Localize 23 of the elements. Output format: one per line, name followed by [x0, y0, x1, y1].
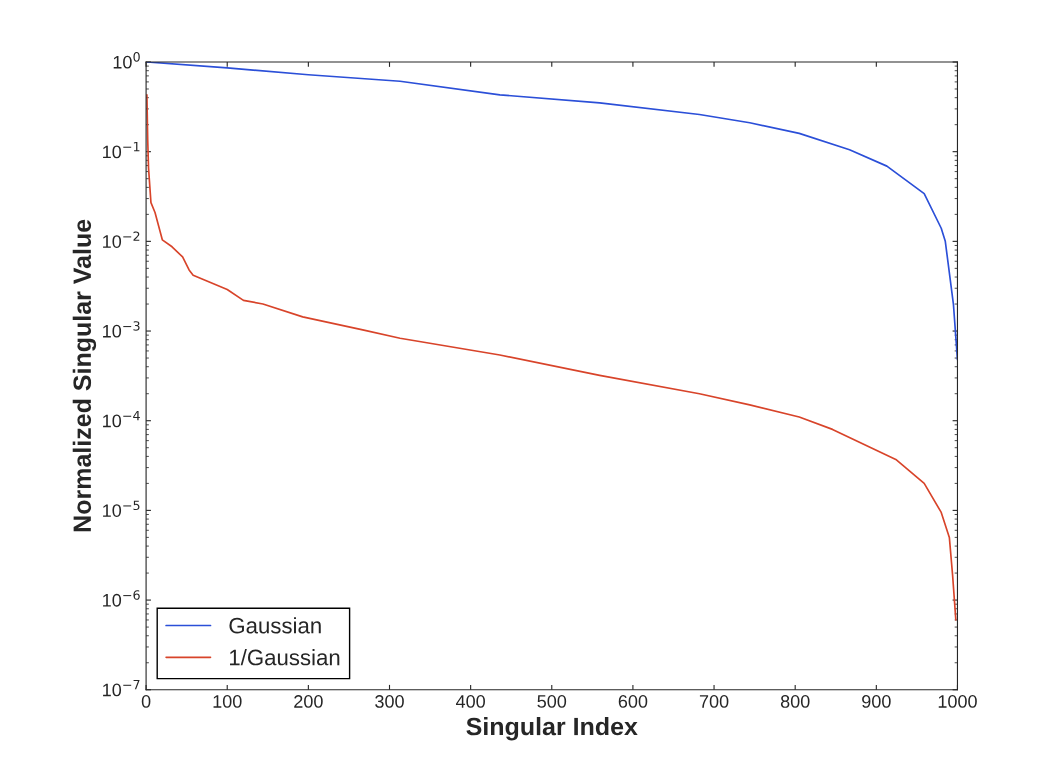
x-tick-label: 100 — [213, 695, 242, 708]
y-axis-title: Normalized Singular Value — [72, 219, 97, 532]
y-tick-label: 10$^{0}$ — [113, 52, 140, 69]
y-tick-label: 10$^{−2}$ — [103, 231, 140, 248]
x-tick-label: 800 — [780, 695, 810, 708]
y-tick-label: 10$^{−1}$ — [103, 141, 140, 159]
legend-label: Gaussian — [229, 617, 321, 634]
x-axis-title: Singular Index — [466, 717, 638, 741]
x-tick-label: 700 — [699, 695, 729, 708]
y-tick-label: 10$^{−7}$ — [103, 680, 140, 697]
x-tick-label: 1000 — [938, 695, 977, 708]
x-tick-label: 500 — [537, 695, 567, 708]
legend-label: 1/Gaussian — [230, 649, 340, 666]
y-tick-label: 10$^{−6}$ — [103, 590, 140, 607]
x-tick-label: 0 — [141, 695, 151, 708]
x-tick-label: 900 — [862, 695, 891, 708]
y-tick-label: 10$^{−4}$ — [103, 411, 140, 428]
x-tick-label: 300 — [375, 695, 404, 708]
x-tick-label: 600 — [618, 695, 648, 708]
y-tick-label: 10$^{−3}$ — [103, 321, 140, 338]
x-tick-label: 200 — [294, 695, 323, 708]
x-tick-label: 400 — [455, 695, 485, 708]
y-tick-label: 10$^{−5}$ — [103, 500, 140, 517]
